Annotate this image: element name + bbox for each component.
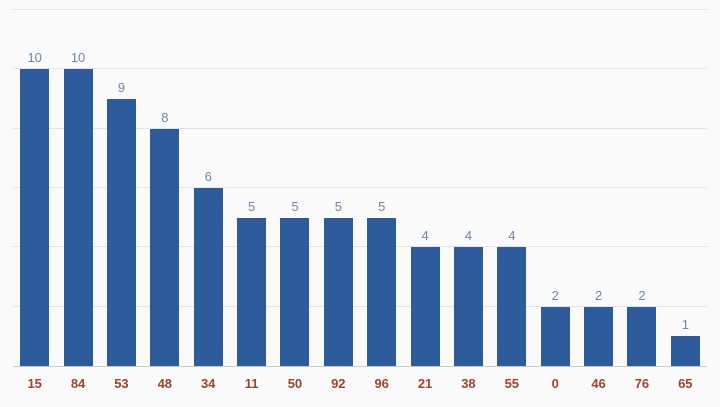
bar-value-label: 5 [247,198,256,214]
gridline [13,187,707,188]
x-axis: 15 84 53 48 34 11 50 92 96 21 38 55 0 46 76 65 [13,366,707,407]
x-axis-label: 84 [70,376,86,391]
bar[interactable] [453,247,483,366]
bar[interactable] [237,217,267,366]
bar[interactable] [20,69,50,366]
x-axis-label: 15 [27,376,42,391]
bar[interactable] [410,247,440,366]
bar-value-label: 6 [204,169,212,184]
gridline [13,9,707,10]
bar-value-label: 5 [291,198,299,214]
bar[interactable] [193,188,223,366]
x-axis-label: 55 [504,376,520,391]
bar-value-label: 5 [334,198,342,214]
bar-value-label: 4 [508,228,516,244]
bar[interactable] [670,336,700,366]
bar-value-label: 10 [70,50,86,66]
bar[interactable] [280,217,310,366]
bar-value-label: 10 [27,50,42,66]
bar-value-label: 2 [551,287,559,303]
x-axis-baseline [13,366,707,367]
gridline [13,305,707,307]
bar-value-label: 5 [378,198,386,214]
bar-value-label: 9 [117,80,126,95]
x-axis-label: 46 [591,376,606,391]
bar[interactable] [497,247,527,366]
bar[interactable] [540,306,570,366]
x-axis-label: 38 [461,376,476,391]
gridline [13,246,707,248]
x-axis-label: 48 [157,376,173,391]
x-axis-label: 96 [374,376,389,391]
bar[interactable] [106,99,136,366]
bar-value-label: 2 [594,287,603,303]
x-axis-label: 34 [200,376,216,391]
bar-value-label: 8 [161,109,169,125]
x-axis-label: 11 [244,376,259,391]
bar[interactable] [323,217,353,366]
bar[interactable] [150,128,180,366]
bar-value-label: 1 [681,317,689,333]
bar[interactable] [584,306,614,366]
bar[interactable] [627,306,657,366]
bar[interactable] [63,69,93,366]
x-axis-label: 50 [287,376,303,391]
x-axis-label: 0 [551,376,559,391]
gridline [13,68,707,70]
gridline [13,127,707,129]
x-axis-label: 21 [417,376,433,391]
x-axis-label: 65 [678,376,693,391]
bar-value-label: 4 [464,228,473,244]
x-axis-label: 76 [634,376,650,391]
bar[interactable] [367,217,397,366]
bar-value-label: 4 [421,228,429,244]
x-axis-label: 53 [114,376,129,391]
plot-area: 10 10 9 8 6 5 5 5 5 4 4 4 2 2 2 1 [13,9,707,367]
bar-value-label: 2 [638,287,646,303]
x-axis-label: 92 [331,376,346,391]
